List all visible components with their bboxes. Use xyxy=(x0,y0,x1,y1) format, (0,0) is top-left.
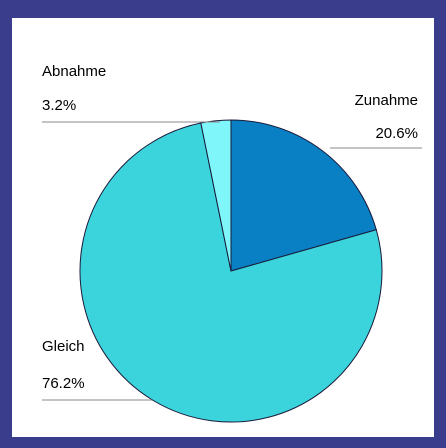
pie xyxy=(79,119,383,423)
pie-slice xyxy=(79,122,383,423)
value-label: 20.6% xyxy=(375,125,418,142)
pie-slice xyxy=(200,119,232,272)
pie-slice xyxy=(230,119,377,272)
slice-label: Zunahme xyxy=(355,92,418,109)
slice-label: Gleich xyxy=(42,338,85,355)
slice-label: Abnahme xyxy=(42,63,106,80)
value-label: 76.2% xyxy=(42,375,85,392)
value-label: 3.2% xyxy=(42,97,76,114)
